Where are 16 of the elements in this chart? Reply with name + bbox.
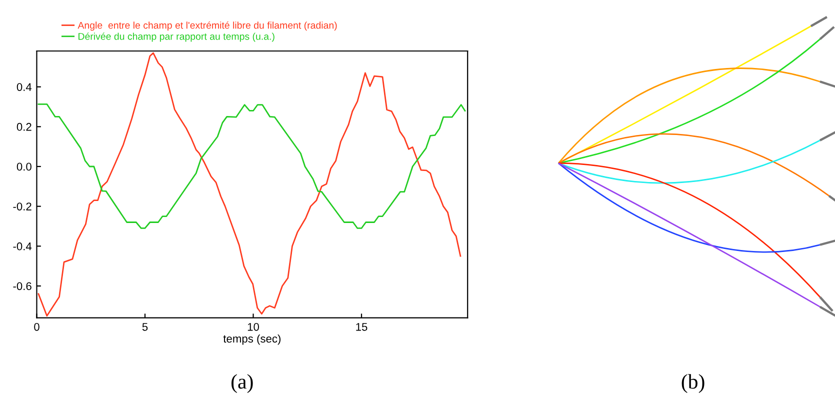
line-series	[38, 103, 466, 229]
x-tick-label: 0	[34, 322, 40, 331]
text: (b)	[682, 374, 704, 393]
legend-label: Angle entre le champ et l'extrémité libre du filament (radian)	[78, 21, 337, 31]
text: (a)	[232, 374, 253, 393]
y-tick-label: -0.2	[13, 202, 32, 210]
x-tick-label: 15	[356, 323, 368, 331]
y-tick-label: 0.0	[16, 162, 32, 171]
x-axis-title: temps (sec)	[223, 334, 280, 345]
y-tick-label: 0.2	[16, 122, 32, 131]
x-tick-label: 10	[248, 322, 259, 331]
y-tick-label: -0.4	[13, 242, 32, 250]
legend-label: Dérivée du champ par rapport au temps (u.a.)	[78, 32, 274, 42]
y-tick-label: 0.4	[16, 83, 32, 91]
x-tick-label: 5	[142, 323, 148, 331]
y-tick-label: -0.6	[13, 282, 32, 290]
